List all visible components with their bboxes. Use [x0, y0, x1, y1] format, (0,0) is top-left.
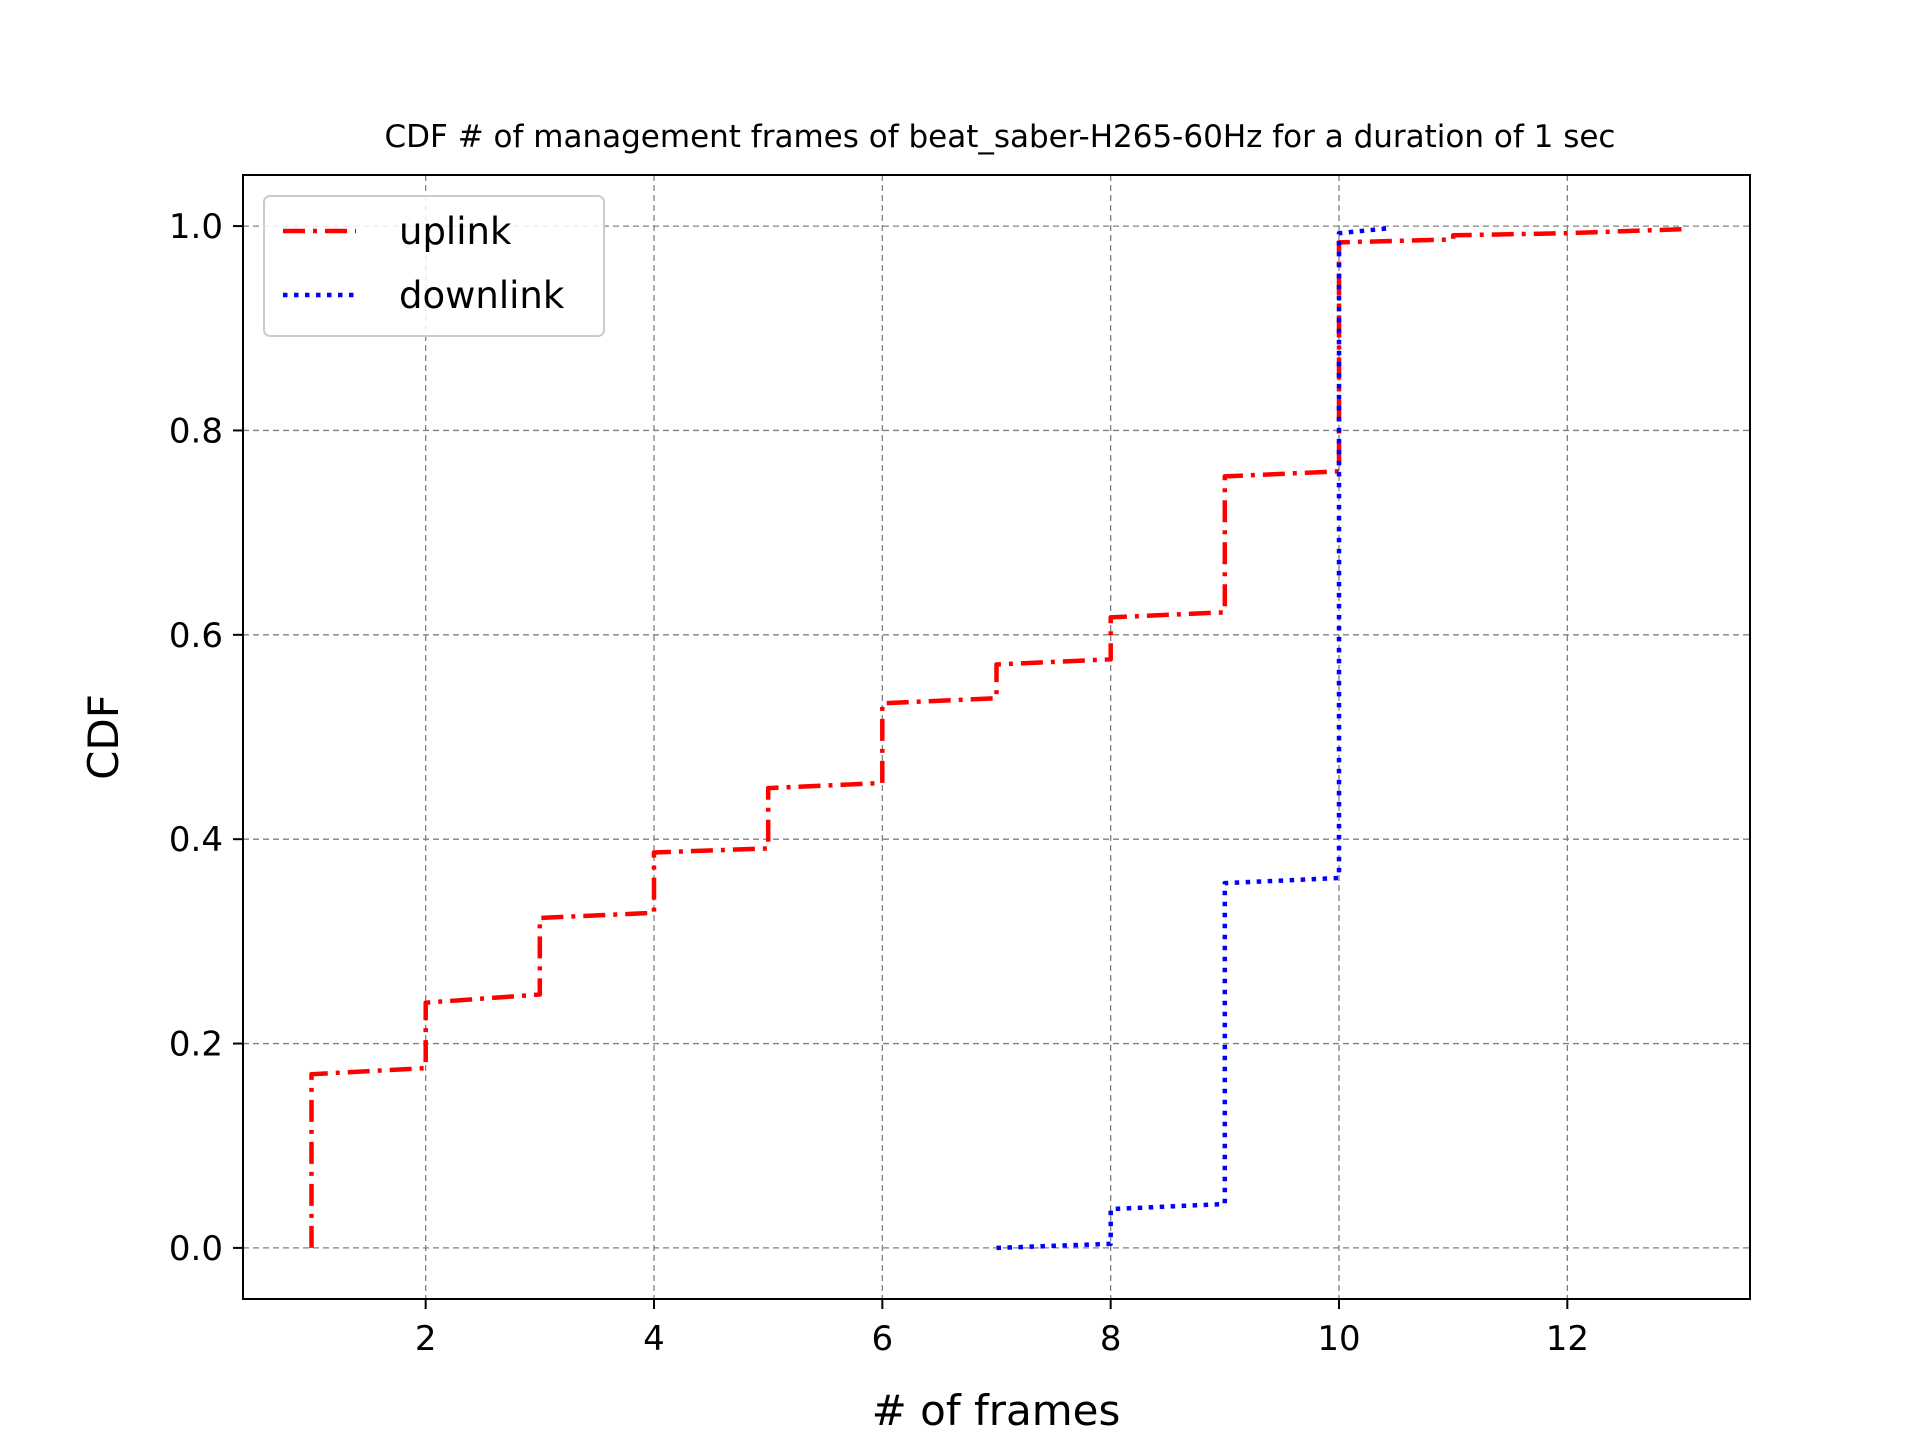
legend: uplink downlink: [263, 195, 605, 337]
y-axis-label: CDF: [79, 694, 128, 780]
x-tick-label: 10: [1317, 1319, 1360, 1359]
plot-frame: [242, 174, 1751, 1300]
legend-label-uplink: uplink: [399, 210, 512, 253]
x-tick-label: 12: [1546, 1319, 1589, 1359]
legend-box: [263, 195, 605, 337]
legend-label-downlink: downlink: [399, 274, 565, 317]
chart-title: CDF # of management frames of beat_saber…: [385, 119, 1616, 155]
x-tick-label: 6: [872, 1319, 894, 1359]
y-tick-label: 0.6: [169, 616, 223, 656]
y-tick-label: 0.4: [169, 820, 223, 860]
series-line-downlink: [996, 225, 1391, 1251]
y-axis: 0.0 0.2 0.4 0.6 0.8 1.0: [169, 207, 243, 1269]
x-axis-label: # of frames: [872, 1386, 1121, 1435]
y-tick-label: 0.8: [169, 411, 223, 451]
y-tick-label: 1.0: [169, 207, 223, 247]
series-layer: [309, 225, 1682, 1251]
y-tick-label: 0.0: [169, 1229, 223, 1269]
x-tick-label: 8: [1100, 1319, 1122, 1359]
y-tick-label: 0.2: [169, 1025, 223, 1065]
x-tick-label: 4: [643, 1319, 665, 1359]
series-line-uplink: [309, 226, 1682, 1248]
x-tick-label: 2: [415, 1319, 437, 1359]
x-axis: 2 4 6 8 10 12: [415, 1299, 1589, 1359]
